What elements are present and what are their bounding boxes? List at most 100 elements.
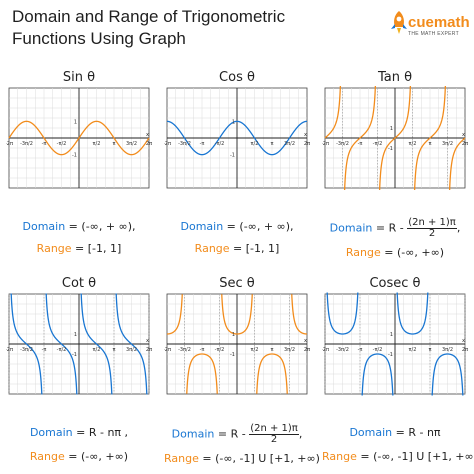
domain-text: Domain = (-∞, + ∞), xyxy=(164,220,310,233)
range-label: Range xyxy=(29,450,65,463)
domain-value: = (-∞, + ∞), xyxy=(65,220,136,233)
x-tick-label: π/2 xyxy=(93,141,101,147)
logo-brand: cuemath xyxy=(408,14,470,31)
cuemath-logo[interactable]: cuemath THE MATH EXPERT xyxy=(388,10,470,44)
x-tick-label: -2π xyxy=(164,141,171,147)
x-tick-label: -π/2 xyxy=(215,141,225,147)
title-line-1: Domain and Range of Trigonometric xyxy=(12,7,286,26)
panel-cosec: Cosec θ -2π -3π/2 -π -π/2 π/2 π 3π/2 2π 1 -1 x Dom… xyxy=(322,276,474,466)
x-tick-label: π/2 xyxy=(251,347,259,353)
x-tick-label: 2π xyxy=(146,347,152,353)
rocket-icon xyxy=(391,11,407,34)
range-label: Range xyxy=(322,450,357,463)
domain-label: Domain xyxy=(349,426,393,439)
x-tick-label: π xyxy=(428,141,431,147)
y-tick-label: 1 xyxy=(390,126,393,132)
panel-title: Cos θ xyxy=(219,70,255,85)
domain-label: Domain xyxy=(180,220,224,233)
x-axis-label: x xyxy=(462,338,465,344)
x-tick-label: -π xyxy=(358,347,363,353)
domain-fraction: (2n + 1)π 2 xyxy=(407,218,457,239)
domain-label: Domain xyxy=(329,221,373,235)
x-tick-label: π xyxy=(270,141,273,147)
panel-title: Sec θ xyxy=(219,276,255,291)
domain-text: Domain = R - (2n + 1)π 2, xyxy=(164,424,310,445)
panel-sin: Sin θ -2π -3π/2 -π -π/2 π/2 π 3π/2 2π 1 -1 x Domai… xyxy=(6,70,152,260)
range-text: Range = (-∞, -1] U [+1, +∞) xyxy=(164,452,320,465)
domain-label: Domain xyxy=(22,220,66,233)
range-text: Range = (-∞, -1] U [+1, +∞) xyxy=(322,450,474,463)
x-tick-label: -2π xyxy=(6,141,13,147)
domain-value: = R - nπ , xyxy=(72,426,129,439)
page-title: Domain and Range of Trigonometric Functi… xyxy=(12,6,285,50)
fraction-denominator: 2 xyxy=(428,228,436,239)
y-tick-label: -1 xyxy=(72,352,77,358)
x-tick-label: 3π/2 xyxy=(126,347,137,353)
domain-text: Domain = R - nπ xyxy=(322,426,468,439)
range-label: Range xyxy=(164,452,199,465)
function-curve xyxy=(8,120,150,156)
x-tick-label: -π/2 xyxy=(57,141,67,147)
function-curve xyxy=(167,120,307,156)
x-tick-label: -π/2 xyxy=(373,141,383,147)
logo-tagline: THE MATH EXPERT xyxy=(408,31,459,37)
x-axis-label: x xyxy=(462,132,465,138)
y-tick-label: -1 xyxy=(388,146,393,152)
x-tick-label: π xyxy=(270,347,273,353)
x-tick-label: -π/2 xyxy=(57,347,67,353)
x-tick-label: -π/2 xyxy=(215,347,225,353)
x-tick-label: -π/2 xyxy=(373,347,383,353)
x-tick-label: -3π/2 xyxy=(336,347,349,353)
range-label: Range xyxy=(36,242,72,255)
fraction-numerator: (2n + 1)π xyxy=(249,423,299,435)
x-tick-label: 2π xyxy=(304,141,310,147)
x-tick-label: 3π/2 xyxy=(126,141,137,147)
x-tick-label: -π xyxy=(358,141,363,147)
graph-cosec: -2π -3π/2 -π -π/2 π/2 π 3π/2 2π 1 -1 x xyxy=(322,292,468,396)
graph-cos: -2π -3π/2 -π -π/2 π/2 π 3π/2 2π 1 -1 x xyxy=(164,87,310,189)
range-value: = (-∞, -1] U [+1, +∞) xyxy=(198,452,320,465)
y-tick-label: -1 xyxy=(230,153,235,159)
x-tick-label: -3π/2 xyxy=(20,141,33,147)
domain-label: Domain xyxy=(171,427,215,441)
range-value: = [-1, 1] xyxy=(229,242,280,255)
x-axis-label: x xyxy=(146,338,149,344)
x-tick-label: -π xyxy=(200,347,205,353)
x-tick-label: 3π/2 xyxy=(442,141,453,147)
domain-label: Domain xyxy=(29,426,73,439)
panel-title: Cot θ xyxy=(61,276,97,291)
x-tick-label: -2π xyxy=(164,347,171,353)
panel-title: Tan θ xyxy=(377,70,413,85)
x-tick-label: 3π/2 xyxy=(442,347,453,353)
x-tick-label: -2π xyxy=(322,347,329,353)
y-tick-label: 1 xyxy=(232,332,235,338)
range-text: Range = (-∞, +∞) xyxy=(6,450,152,463)
x-tick-label: 3π/2 xyxy=(284,141,295,147)
x-tick-label: π xyxy=(112,141,115,147)
y-tick-label: -1 xyxy=(72,153,77,159)
x-tick-label: -3π/2 xyxy=(178,347,191,353)
graph-sec: -2π -3π/2 -π -π/2 π/2 π 3π/2 2π 1 -1 x xyxy=(164,293,310,395)
x-tick-label: 2π xyxy=(462,141,468,147)
range-value: = (-∞, +∞) xyxy=(380,246,445,259)
range-label: Range xyxy=(194,242,230,255)
x-tick-label: -π xyxy=(42,347,47,353)
panel-title: Sin θ xyxy=(62,70,96,85)
y-tick-label: -1 xyxy=(388,352,393,358)
x-axis-label: x xyxy=(304,338,307,344)
range-value: = [-1, 1] xyxy=(71,242,122,255)
domain-fraction: (2n + 1)π 2 xyxy=(249,424,299,445)
panel-cos: Cos θ -2π -3π/2 -π -π/2 π/2 π 3π/2 2π 1 -1 x Domai… xyxy=(164,70,310,260)
x-tick-label: π xyxy=(112,347,115,353)
fraction-numerator: (2n + 1)π xyxy=(407,217,457,229)
x-tick-label: 2π xyxy=(146,141,152,147)
graph-sin: -2π -3π/2 -π -π/2 π/2 π 3π/2 2π 1 -1 x xyxy=(6,87,152,189)
x-tick-label: -3π/2 xyxy=(336,141,349,147)
domain-suffix: , xyxy=(298,427,303,441)
x-tick-label: -2π xyxy=(6,347,13,353)
fraction-denominator: 2 xyxy=(270,434,278,445)
domain-text: Domain = (-∞, + ∞), xyxy=(6,220,152,233)
range-value: = (-∞, -1] U [+1, +∞) xyxy=(356,450,474,463)
function-curve xyxy=(326,292,464,396)
domain-value: = (-∞, + ∞), xyxy=(223,220,294,233)
